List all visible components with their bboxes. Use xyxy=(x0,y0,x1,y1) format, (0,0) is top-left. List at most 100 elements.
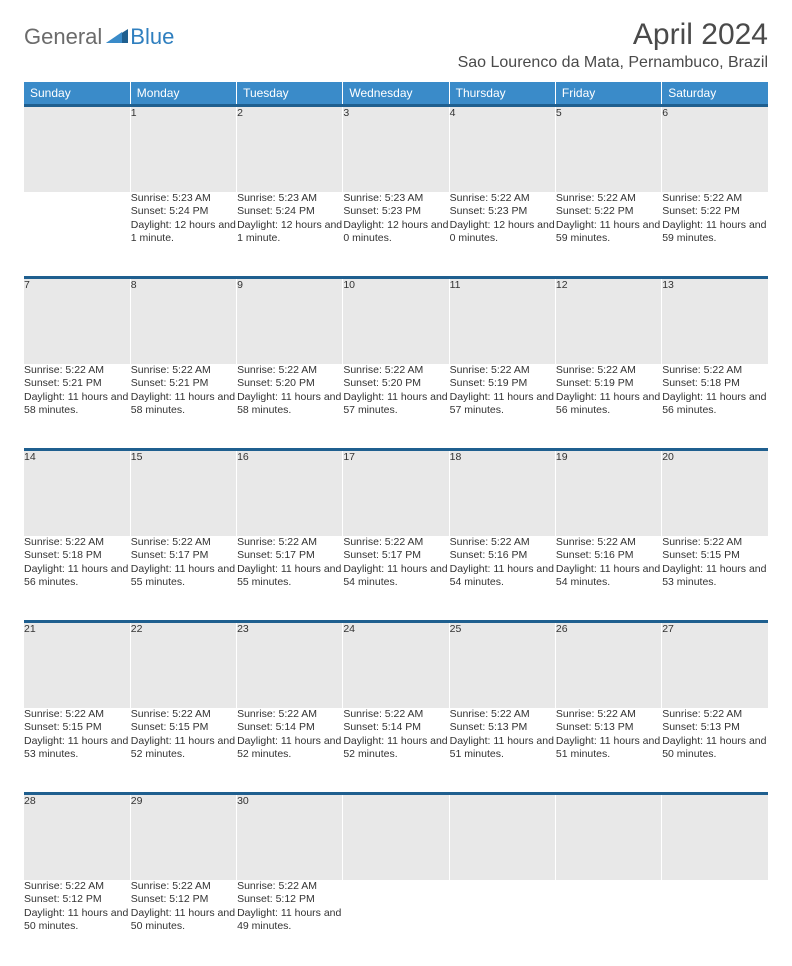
day-number: 1 xyxy=(130,106,236,192)
sunrise-text: Sunrise: 5:22 AM xyxy=(556,192,661,206)
day-number xyxy=(343,794,449,880)
sunset-text: Sunset: 5:12 PM xyxy=(24,893,130,907)
day-cell: Sunrise: 5:22 AMSunset: 5:22 PMDaylight:… xyxy=(555,192,661,278)
day-number: 5 xyxy=(555,106,661,192)
header: General Blue April 2024 Sao Lourenco da … xyxy=(24,18,768,72)
calendar-header-row: SundayMondayTuesdayWednesdayThursdayFrid… xyxy=(24,82,768,106)
day-number: 29 xyxy=(130,794,236,880)
day-cell: Sunrise: 5:22 AMSunset: 5:12 PMDaylight:… xyxy=(24,880,130,966)
day-cell: Sunrise: 5:22 AMSunset: 5:19 PMDaylight:… xyxy=(449,364,555,450)
sunrise-text: Sunrise: 5:22 AM xyxy=(450,536,555,550)
day-number xyxy=(555,794,661,880)
daylight-text: Daylight: 11 hours and 59 minutes. xyxy=(556,219,661,246)
sunset-text: Sunset: 5:16 PM xyxy=(556,549,661,563)
day-cell: Sunrise: 5:22 AMSunset: 5:12 PMDaylight:… xyxy=(237,880,343,966)
day-number: 21 xyxy=(24,622,130,708)
sunrise-text: Sunrise: 5:22 AM xyxy=(662,708,768,722)
daylight-text: Daylight: 12 hours and 0 minutes. xyxy=(450,219,555,246)
daylight-text: Daylight: 11 hours and 54 minutes. xyxy=(343,563,448,590)
day-number: 2 xyxy=(237,106,343,192)
sunrise-text: Sunrise: 5:22 AM xyxy=(556,708,661,722)
sunrise-text: Sunrise: 5:22 AM xyxy=(556,536,661,550)
detail-row: Sunrise: 5:22 AM Sunset: 5:15 PM Daylight:… xyxy=(24,708,768,794)
daylight-text: Daylight: 11 hours and 50 minutes. xyxy=(662,735,768,762)
day-number: 15 xyxy=(130,450,236,536)
sunset-text: Sunset: 5:18 PM xyxy=(662,377,768,391)
daylight-text: Daylight: 11 hours and 54 minutes. xyxy=(556,563,661,590)
day-cell: Sunrise: 5:23 AMSunset: 5:23 PMDaylight:… xyxy=(343,192,449,278)
day-number xyxy=(24,106,130,192)
day-cell: Sunrise: 5:22 AMSunset: 5:22 PMDaylight:… xyxy=(662,192,768,278)
day-number: 16 xyxy=(237,450,343,536)
day-cell: Sunrise: 5:22 AMSunset: 5:20 PMDaylight:… xyxy=(343,364,449,450)
day-cell: Sunrise: 5:22 AMSunset: 5:20 PMDaylight:… xyxy=(237,364,343,450)
logo: General Blue xyxy=(24,24,174,50)
day-cell: Sunrise: 5:22 AMSunset: 5:13 PMDaylight:… xyxy=(449,708,555,794)
sunset-text: Sunset: 5:21 PM xyxy=(131,377,236,391)
sunrise-text: Sunrise: 5:22 AM xyxy=(662,192,768,206)
day-number: 3 xyxy=(343,106,449,192)
day-number: 4 xyxy=(449,106,555,192)
day-number: 24 xyxy=(343,622,449,708)
day-number: 9 xyxy=(237,278,343,364)
sunset-text: Sunset: 5:13 PM xyxy=(556,721,661,735)
day-cell: Sunrise: 5:22 AMSunset: 5:12 PMDaylight:… xyxy=(130,880,236,966)
sunrise-text: Sunrise: 5:22 AM xyxy=(662,536,768,550)
day-number: 19 xyxy=(555,450,661,536)
day-cell: Sunrise: 5:22 AMSunset: 5:23 PMDaylight:… xyxy=(449,192,555,278)
sunrise-text: Sunrise: 5:22 AM xyxy=(343,364,448,378)
detail-row: Sunrise: 5:22 AMSunset: 5:12 PMDaylight:… xyxy=(24,880,768,966)
daylight-text: Daylight: 11 hours and 52 minutes. xyxy=(237,735,342,762)
day-number: 6 xyxy=(662,106,768,192)
calendar-table: SundayMondayTuesdayWednesdayThursdayFrid… xyxy=(24,82,768,966)
day-number: 8 xyxy=(130,278,236,364)
page-title: April 2024 xyxy=(458,18,768,52)
day-number: 22 xyxy=(130,622,236,708)
daylight-text: Daylight: 11 hours and 57 minutes. xyxy=(450,391,555,418)
sunset-text: Sunset: 5:12 PM xyxy=(131,893,236,907)
daylight-text: Daylight: 11 hours and 59 minutes. xyxy=(662,219,768,246)
daylight-text: Daylight: 11 hours and 55 minutes. xyxy=(131,563,236,590)
day-cell: Sunrise: 5:22 AMSunset: 5:18 PMDaylight:… xyxy=(662,364,768,450)
day-number: 28 xyxy=(24,794,130,880)
sunrise-text: Sunrise: 5:22 AM xyxy=(24,536,130,550)
daynum-row: 78910111213 xyxy=(24,278,768,364)
sunset-text: Sunset: 5:17 PM xyxy=(237,549,342,563)
day-number: 20 xyxy=(662,450,768,536)
detail-row: Sunrise: 5:22 AMSunset: 5:18 PMDaylight:… xyxy=(24,536,768,622)
sunset-text: Sunset: 5:13 PM xyxy=(450,721,555,735)
sunset-text: Sunset: 5:16 PM xyxy=(450,549,555,563)
day-number: 23 xyxy=(237,622,343,708)
sunset-text: Sunset: 5:13 PM xyxy=(662,721,768,735)
sunset-text: Sunset: 5:21 PM xyxy=(24,377,130,391)
sunrise-text: Sunrise: 5:22 AM xyxy=(131,364,236,378)
day-number: 7 xyxy=(24,278,130,364)
day-cell: Sunrise: 5:22 AMSunset: 5:17 PMDaylight:… xyxy=(130,536,236,622)
daylight-text: Daylight: 12 hours and 0 minutes. xyxy=(343,219,448,246)
location-text: Sao Lourenco da Mata, Pernambuco, Brazil xyxy=(458,54,768,72)
day-cell: Sunrise: 5:22 AMSunset: 5:13 PMDaylight:… xyxy=(555,708,661,794)
logo-triangle-icon xyxy=(106,27,128,48)
day-header: Monday xyxy=(130,82,236,106)
sunset-text: Sunset: 5:15 PM xyxy=(24,721,130,735)
title-block: April 2024 Sao Lourenco da Mata, Pernamb… xyxy=(458,18,768,72)
daylight-text: Daylight: 12 hours and 1 minute. xyxy=(131,219,236,246)
day-number: 13 xyxy=(662,278,768,364)
day-cell: Sunrise: 5:23 AMSunset: 5:24 PMDaylight:… xyxy=(237,192,343,278)
detail-row: Sunrise: 5:23 AMSunset: 5:24 PMDaylight:… xyxy=(24,192,768,278)
day-header: Thursday xyxy=(449,82,555,106)
day-cell: Sunrise: 5:22 AMSunset: 5:15 PMDaylight:… xyxy=(662,536,768,622)
day-cell: Sunrise: 5:22 AMSunset: 5:14 PMDaylight:… xyxy=(237,708,343,794)
daylight-text: Daylight: 11 hours and 50 minutes. xyxy=(131,907,236,934)
day-header: Tuesday xyxy=(237,82,343,106)
sunset-text: Sunset: 5:12 PM xyxy=(237,893,342,907)
day-cell: Sunrise: 5:22 AMSunset: 5:16 PMDaylight:… xyxy=(449,536,555,622)
sunrise-text: Sunrise: 5:22 AM xyxy=(131,880,236,894)
daylight-text: Daylight: 11 hours and 56 minutes. xyxy=(556,391,661,418)
sunset-text: Sunset: 5:19 PM xyxy=(556,377,661,391)
day-cell: Sunrise: 5:22 AMSunset: 5:15 PMDaylight:… xyxy=(24,708,130,794)
day-number: 18 xyxy=(449,450,555,536)
sunset-text: Sunset: 5:23 PM xyxy=(450,205,555,219)
daylight-text: Daylight: 11 hours and 58 minutes. xyxy=(131,391,236,418)
sunset-text: Sunset: 5:17 PM xyxy=(343,549,448,563)
